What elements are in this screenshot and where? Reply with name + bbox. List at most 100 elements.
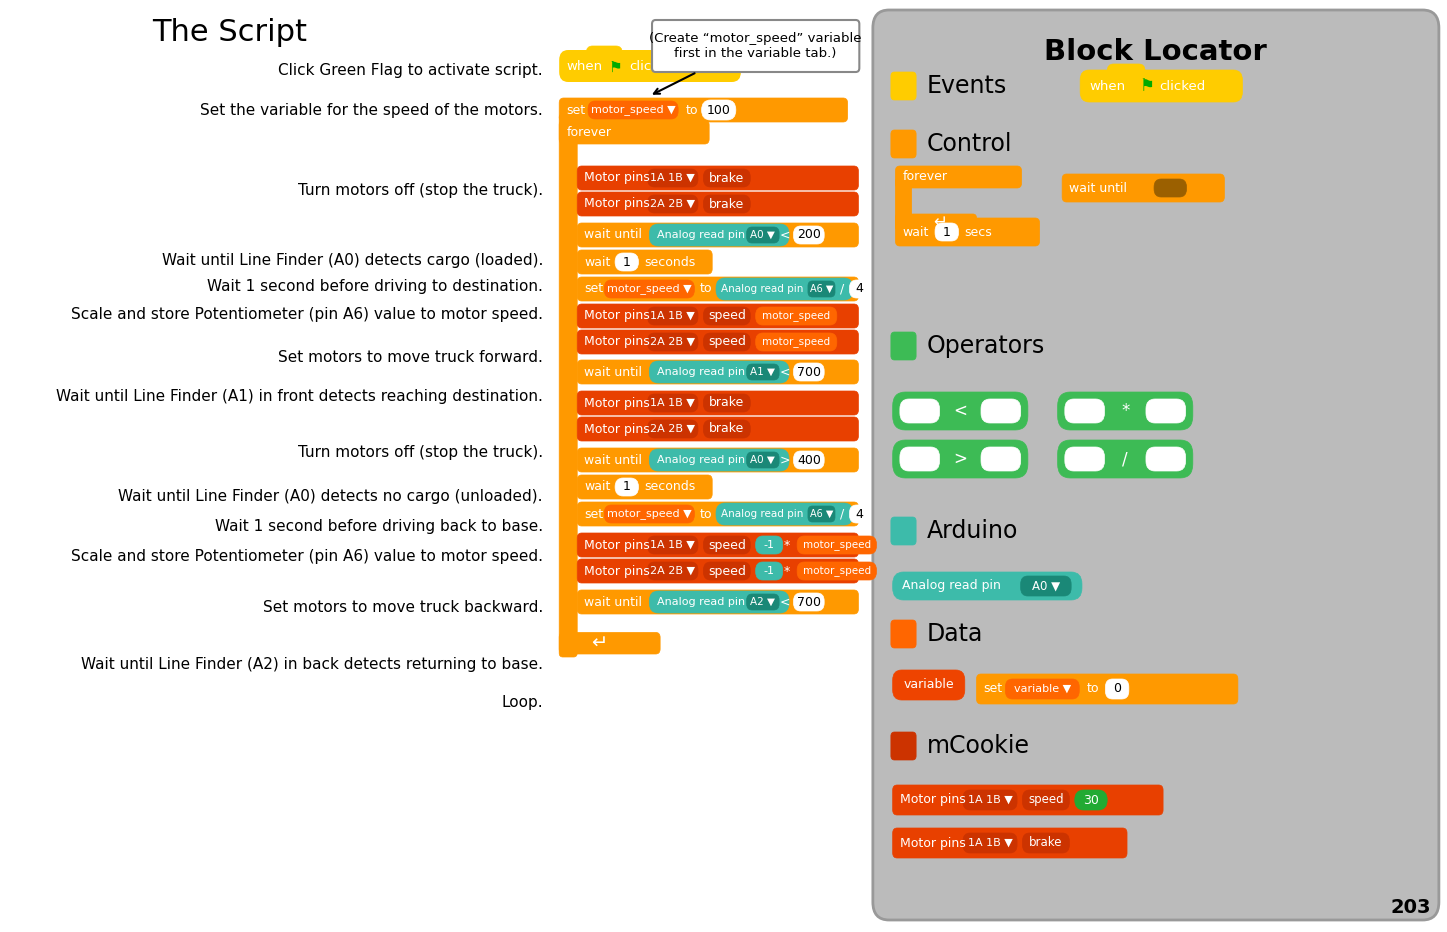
FancyBboxPatch shape <box>605 505 695 523</box>
Text: Analog read pin: Analog read pin <box>722 509 803 519</box>
FancyBboxPatch shape <box>647 420 697 438</box>
Text: Motor pins: Motor pins <box>585 171 650 185</box>
Text: motor_speed ▼: motor_speed ▼ <box>606 283 692 295</box>
FancyBboxPatch shape <box>896 178 912 230</box>
FancyBboxPatch shape <box>977 674 1237 704</box>
Text: -1: -1 <box>764 540 774 550</box>
Text: forever: forever <box>903 171 948 184</box>
Text: seconds: seconds <box>644 255 695 268</box>
FancyBboxPatch shape <box>1062 174 1224 202</box>
Text: 1A 1B ▼: 1A 1B ▼ <box>650 540 695 550</box>
FancyBboxPatch shape <box>891 332 916 360</box>
FancyBboxPatch shape <box>716 503 854 525</box>
Text: 30: 30 <box>1082 793 1098 806</box>
FancyBboxPatch shape <box>873 10 1438 920</box>
Text: when: when <box>566 61 602 74</box>
FancyBboxPatch shape <box>647 195 697 213</box>
FancyBboxPatch shape <box>703 420 751 438</box>
FancyBboxPatch shape <box>893 828 1127 858</box>
FancyBboxPatch shape <box>807 506 835 522</box>
Text: Block Locator: Block Locator <box>1045 38 1268 66</box>
FancyBboxPatch shape <box>935 223 958 241</box>
FancyBboxPatch shape <box>577 533 858 557</box>
Text: Scale and store Potentiometer (pin A6) value to motor speed.: Scale and store Potentiometer (pin A6) v… <box>71 550 543 565</box>
Text: wait until: wait until <box>1069 182 1127 195</box>
Text: to: to <box>700 508 712 520</box>
FancyBboxPatch shape <box>793 363 825 381</box>
FancyBboxPatch shape <box>586 46 622 60</box>
FancyBboxPatch shape <box>577 277 858 301</box>
FancyBboxPatch shape <box>577 502 858 526</box>
Text: A6 ▼: A6 ▼ <box>810 284 833 294</box>
Text: >: > <box>780 454 790 467</box>
FancyBboxPatch shape <box>896 218 1039 246</box>
FancyBboxPatch shape <box>577 250 712 274</box>
Text: A0 ▼: A0 ▼ <box>751 230 776 240</box>
Text: 2A 2B ▼: 2A 2B ▼ <box>650 199 695 209</box>
FancyBboxPatch shape <box>647 536 697 554</box>
Text: 700: 700 <box>797 365 820 378</box>
FancyBboxPatch shape <box>1058 440 1192 478</box>
FancyBboxPatch shape <box>793 593 825 611</box>
Text: motor_speed: motor_speed <box>763 310 831 322</box>
Text: when: when <box>1090 79 1126 92</box>
Text: 1A 1B ▼: 1A 1B ▼ <box>968 795 1013 805</box>
FancyBboxPatch shape <box>896 214 977 230</box>
Text: set: set <box>984 682 1003 695</box>
Text: Events: Events <box>928 74 1007 98</box>
Text: secs: secs <box>964 226 991 239</box>
Text: 200: 200 <box>797 228 820 241</box>
FancyBboxPatch shape <box>1023 833 1069 853</box>
FancyBboxPatch shape <box>559 50 741 82</box>
Text: Motor pins: Motor pins <box>585 539 650 552</box>
Text: Analog read pin: Analog read pin <box>901 580 1000 593</box>
Text: mCookie: mCookie <box>928 734 1030 758</box>
Text: motor_speed: motor_speed <box>803 540 871 551</box>
Text: Click Green Flag to activate script.: Click Green Flag to activate script. <box>278 62 543 77</box>
FancyBboxPatch shape <box>755 536 783 554</box>
Text: Analog read pin: Analog read pin <box>657 455 745 465</box>
Text: wait: wait <box>585 255 611 268</box>
Text: brake: brake <box>709 422 744 435</box>
Text: Wait 1 second before driving to destination.: Wait 1 second before driving to destinat… <box>207 280 543 295</box>
FancyBboxPatch shape <box>1155 179 1187 197</box>
Text: 1A 1B ▼: 1A 1B ▼ <box>650 173 695 183</box>
FancyBboxPatch shape <box>896 166 1022 188</box>
Text: 2A 2B ▼: 2A 2B ▼ <box>650 337 695 347</box>
Text: Control: Control <box>928 132 1013 156</box>
FancyBboxPatch shape <box>900 399 939 423</box>
Text: 1: 1 <box>943 226 951 239</box>
FancyBboxPatch shape <box>703 536 751 554</box>
FancyBboxPatch shape <box>755 562 783 580</box>
Text: forever: forever <box>566 126 612 139</box>
FancyBboxPatch shape <box>559 633 660 654</box>
FancyBboxPatch shape <box>893 670 965 700</box>
Text: to: to <box>700 282 712 295</box>
Text: *: * <box>1121 402 1130 420</box>
Text: wait: wait <box>903 226 929 239</box>
FancyBboxPatch shape <box>1065 447 1104 471</box>
FancyBboxPatch shape <box>577 448 858 472</box>
Text: <: < <box>954 402 967 420</box>
Text: wait until: wait until <box>585 596 642 609</box>
Text: Analog read pin: Analog read pin <box>657 367 745 377</box>
Text: (Create “motor_speed” variable
first in the variable tab.): (Create “motor_speed” variable first in … <box>650 32 862 60</box>
Text: Scale and store Potentiometer (pin A6) value to motor speed.: Scale and store Potentiometer (pin A6) v… <box>71 307 543 322</box>
FancyBboxPatch shape <box>964 833 1017 853</box>
Text: speed: speed <box>1029 793 1064 806</box>
Text: >: > <box>954 450 967 468</box>
FancyBboxPatch shape <box>893 785 1163 815</box>
Text: <: < <box>780 228 790 241</box>
FancyBboxPatch shape <box>647 562 697 580</box>
FancyBboxPatch shape <box>577 304 858 328</box>
FancyBboxPatch shape <box>577 590 858 614</box>
FancyBboxPatch shape <box>964 790 1017 810</box>
Text: 2A 2B ▼: 2A 2B ▼ <box>650 424 695 434</box>
Text: *: * <box>784 565 790 578</box>
FancyBboxPatch shape <box>1023 790 1069 810</box>
FancyBboxPatch shape <box>797 562 877 580</box>
Text: Motor pins: Motor pins <box>900 793 965 806</box>
Text: Wait until Line Finder (A2) in back detects returning to base.: Wait until Line Finder (A2) in back dete… <box>81 656 543 671</box>
FancyBboxPatch shape <box>703 169 751 187</box>
FancyBboxPatch shape <box>793 226 825 244</box>
